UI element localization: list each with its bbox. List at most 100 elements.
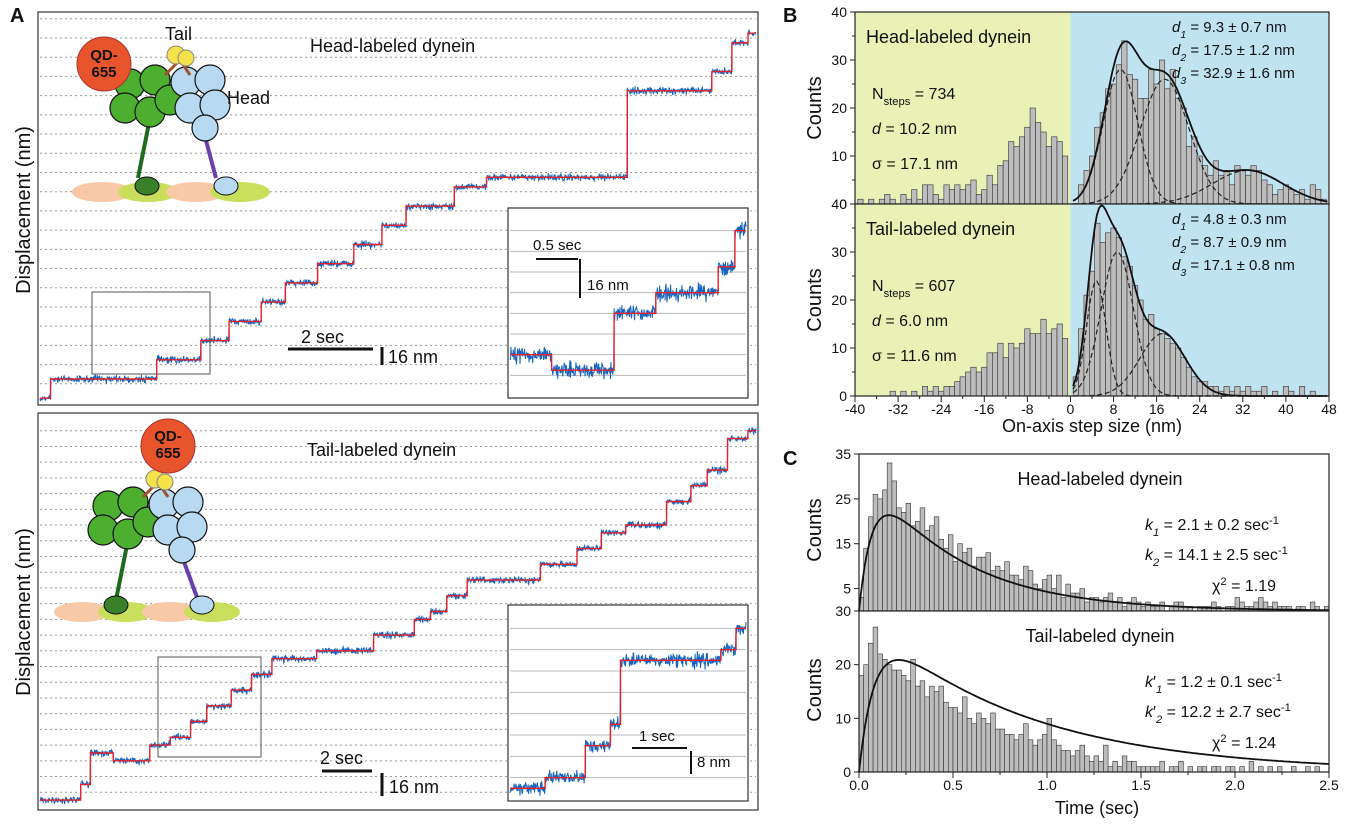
qd-label-line2: 655 xyxy=(91,64,116,81)
histogram-bar xyxy=(1027,739,1034,773)
y-tick-label: 20 xyxy=(835,657,851,673)
a-bottom-inset-fit-line xyxy=(510,627,746,789)
a-bottom-inset-trace xyxy=(509,622,747,796)
histogram-bar xyxy=(1105,232,1112,397)
histogram-bar xyxy=(1046,718,1052,773)
histogram-bar xyxy=(882,489,888,612)
histogram-bar xyxy=(1035,333,1042,397)
histogram-bar xyxy=(1051,588,1057,612)
green-stalk xyxy=(114,539,130,601)
histogram-bar xyxy=(1079,744,1085,773)
histogram-bar xyxy=(1126,760,1132,773)
histogram-bar xyxy=(966,718,973,773)
a-bottom-inset-frame xyxy=(507,604,749,802)
qd-655-dot xyxy=(76,36,132,92)
x-tick-label: 1.0 xyxy=(1037,777,1057,793)
y-tick-label: 10 xyxy=(831,340,847,356)
histogram-bar xyxy=(992,184,999,205)
y-tick-label: 10 xyxy=(835,710,851,726)
x-tick-label: 2.5 xyxy=(1319,777,1339,793)
histogram-bar xyxy=(994,728,1001,773)
histogram-bar xyxy=(1051,328,1058,397)
histogram-bar xyxy=(1115,237,1122,397)
b-top-ylabel: Counts xyxy=(804,76,826,139)
fit-d2-label: d2 = 8.7 ± 0.9 nm xyxy=(1172,234,1287,256)
histogram-bar xyxy=(1103,597,1109,612)
histogram-bar xyxy=(1277,189,1284,205)
histogram-bar xyxy=(1023,723,1029,773)
histogram-bar xyxy=(1164,88,1171,205)
histogram-bar xyxy=(1132,78,1139,205)
histogram-bar xyxy=(900,194,907,205)
x-tick-label: 48 xyxy=(1321,401,1337,417)
histogram-bar xyxy=(1065,583,1071,612)
histogram-bar xyxy=(943,701,949,773)
histogram-bar xyxy=(980,556,987,612)
green-foot xyxy=(103,595,129,615)
qd-label-line2: 655 xyxy=(155,445,180,462)
histogram-bar xyxy=(1107,766,1114,773)
histogram-bar xyxy=(947,707,954,773)
histogram-bar xyxy=(1288,189,1295,205)
histogram-bar xyxy=(900,675,907,773)
histogram-bar xyxy=(1008,342,1015,397)
histogram-bar xyxy=(959,189,966,205)
histogram-bar xyxy=(872,494,879,612)
histogram-bar xyxy=(986,352,993,397)
histogram-bar xyxy=(1060,597,1067,612)
histogram-bar xyxy=(1159,760,1165,773)
histogram-bar xyxy=(919,680,926,773)
y-tick-label: 20 xyxy=(831,100,847,116)
histogram-bar xyxy=(1009,574,1015,612)
histogram-bar xyxy=(1282,386,1289,397)
blue-foot xyxy=(189,595,215,615)
y-tick-label: 35 xyxy=(835,446,851,462)
x-tick-label: 16 xyxy=(1149,401,1165,417)
histogram-bar xyxy=(1173,766,1179,773)
blue-head-lobe xyxy=(191,114,219,142)
a-top-inset-fit-line xyxy=(510,230,746,371)
y-tick-label: 40 xyxy=(831,4,847,20)
fit-d1-label: d1 = 4.8 ± 0.3 nm xyxy=(1172,211,1287,233)
histogram-bar xyxy=(1013,347,1020,397)
c-xlabel: Time (sec) xyxy=(1055,798,1139,818)
histogram-bar xyxy=(1056,744,1062,773)
x-tick-label: 2.0 xyxy=(1225,777,1245,793)
histogram-bar xyxy=(1293,194,1300,205)
gaussian-component-2 xyxy=(1073,78,1328,205)
histogram-bar xyxy=(1178,760,1184,773)
histogram-bar xyxy=(1112,760,1118,773)
histogram-bar xyxy=(1150,766,1156,773)
histogram-bar xyxy=(957,543,963,612)
histogram-bar xyxy=(1070,755,1076,773)
histogram-bar xyxy=(891,480,897,612)
histogram-bar xyxy=(976,556,982,612)
histogram-bar xyxy=(970,179,977,205)
histogram-title: Tail-labeled dynein xyxy=(1025,626,1174,646)
histogram-bar xyxy=(1277,766,1283,773)
histogram-bar xyxy=(1282,184,1289,205)
histogram-bar xyxy=(1002,160,1009,205)
histogram-bar xyxy=(1291,766,1297,773)
histogram-bar xyxy=(1051,739,1057,773)
histogram-bar xyxy=(1117,597,1123,612)
histogram-bar xyxy=(1148,69,1155,205)
histogram-bar xyxy=(1045,333,1052,397)
histogram-bar xyxy=(1239,766,1245,773)
histogram-bar xyxy=(975,371,982,397)
histogram-bar xyxy=(954,184,961,205)
fit-d1-label: d1 = 9.3 ± 0.7 nm xyxy=(1172,19,1287,41)
panel-b-letter: B xyxy=(783,5,797,27)
c-bottom-histogram: 0 10 20 30 Tail-labeled dynein k′1 = 1.2 ± 0.… xyxy=(835,603,1330,780)
histogram-bar xyxy=(965,184,972,205)
histogram-bar xyxy=(1110,83,1117,205)
histogram-bar xyxy=(857,198,864,205)
a-top-inset-disp-scale-label: 16 nm xyxy=(587,277,629,294)
histogram-bar xyxy=(1029,107,1036,205)
histogram-bar xyxy=(900,390,907,397)
x-tick-label: -40 xyxy=(845,401,865,417)
a-bottom-inset-time-scale-label: 1 sec xyxy=(639,728,675,745)
histogram-bar xyxy=(896,507,902,612)
histogram-bar xyxy=(1112,601,1118,612)
histogram-bar xyxy=(1013,574,1020,612)
